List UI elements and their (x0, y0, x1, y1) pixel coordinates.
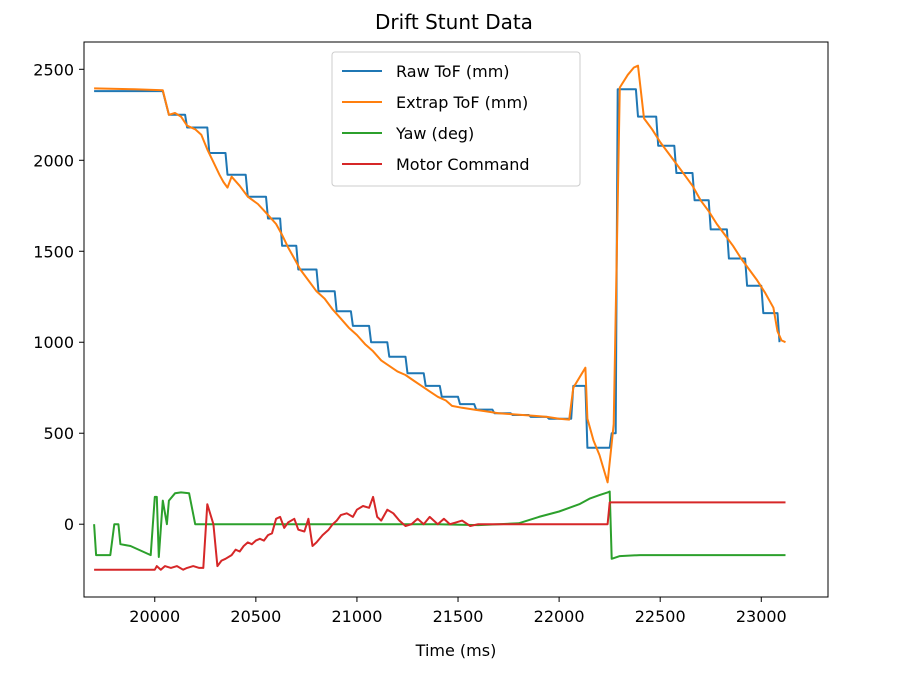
x-tick-label: 20500 (230, 607, 281, 626)
y-tick-label: 500 (43, 424, 74, 443)
x-axis-label: Time (ms) (415, 641, 497, 660)
y-tick-label: 1500 (33, 242, 74, 261)
y-tick-label: 1000 (33, 333, 74, 352)
series-line-extrap-tof-mm (94, 64, 786, 484)
y-tick-label: 0 (64, 515, 74, 534)
x-tick-label: 23000 (736, 607, 787, 626)
legend-box (331, 51, 581, 187)
x-tick-label: 21500 (433, 607, 484, 626)
x-tick-label: 22500 (635, 607, 686, 626)
legend-label: Yaw (deg) (395, 124, 474, 143)
series-layer (93, 64, 786, 571)
y-tick-label: 2500 (33, 60, 74, 79)
axes-frame (83, 41, 829, 598)
legend-label: Extrap ToF (mm) (396, 93, 528, 112)
x-tick-label: 21000 (331, 607, 382, 626)
y-axis: 0 500 1000 1500 2000 2500 (33, 60, 84, 534)
series-line-raw-tof-mm (94, 88, 781, 449)
series-line-motor-command (94, 495, 786, 571)
legend-label: Raw ToF (mm) (396, 62, 510, 81)
x-axis: 20000 20500 21000 21500 22000 22500 23000 (129, 597, 787, 626)
chart-title: Drift Stunt Data (375, 10, 533, 34)
y-tick-label: 2000 (33, 151, 74, 170)
plot-area (93, 64, 786, 571)
x-tick-label: 22000 (534, 607, 585, 626)
x-tick-label: 20000 (129, 607, 180, 626)
legend: Raw ToF (mm) Extrap ToF (mm) Yaw (deg) Moto… (331, 51, 581, 187)
legend-label: Motor Command (396, 155, 530, 174)
